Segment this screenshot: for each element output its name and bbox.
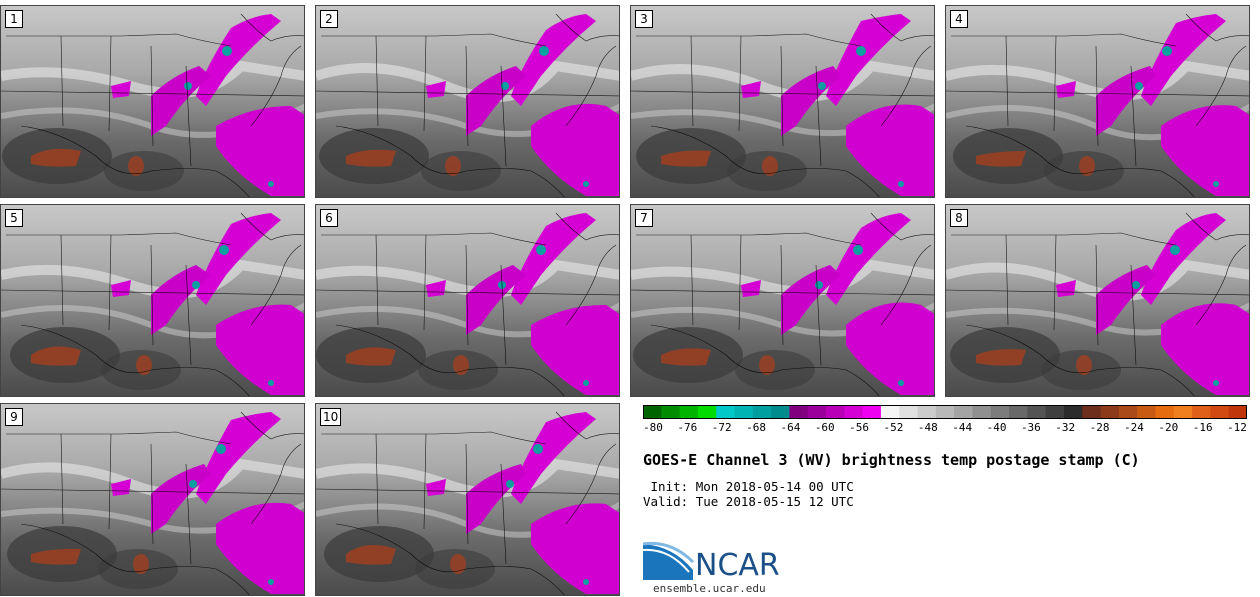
init-line: Init: Mon 2018-05-14 00 UTC — [643, 479, 854, 494]
colorbar-tick-label: -64 — [780, 421, 801, 434]
colorbar-tick-label: -44 — [952, 421, 973, 434]
colorbar-segment — [899, 405, 919, 419]
panel-label: 1 — [5, 10, 23, 28]
colorbar-segment — [1100, 405, 1120, 419]
panel-label: 9 — [5, 408, 23, 426]
satellite-map — [631, 6, 934, 197]
init-value: Mon 2018-05-14 00 UTC — [695, 479, 854, 494]
colorbar-tick-label: -60 — [814, 421, 835, 434]
panel-label: 8 — [950, 209, 968, 227]
colorbar-tick-label: -40 — [986, 421, 1007, 434]
satellite-map — [946, 6, 1249, 197]
colorbar-segment — [752, 405, 772, 419]
colorbar-tick-label: -16 — [1192, 421, 1213, 434]
postage-stamp-panel: 2 — [315, 5, 620, 198]
colorbar-segment — [1228, 405, 1247, 419]
figure-title: GOES-E Channel 3 (WV) brightness temp po… — [643, 451, 1140, 469]
colorbar-segment — [1045, 405, 1065, 419]
colorbar-tick-label: -20 — [1158, 421, 1179, 434]
colorbar-segment — [1192, 405, 1211, 419]
colorbar-segment — [1173, 405, 1193, 419]
postage-stamp-panel: 10 — [315, 403, 620, 596]
satellite-map — [316, 404, 619, 595]
colorbar-segment — [990, 405, 1010, 419]
colorbar-segment — [1027, 405, 1047, 419]
colorbar-segment — [1009, 405, 1028, 419]
colorbar-segment — [954, 405, 973, 419]
satellite-map — [316, 6, 619, 197]
satellite-map — [1, 404, 304, 595]
colorbar-tick-label: -52 — [883, 421, 904, 434]
ncar-logo-text: NCAR — [695, 548, 780, 583]
satellite-map — [946, 205, 1249, 396]
colorbar-tick-label: -24 — [1124, 421, 1144, 434]
colorbar-segment — [1118, 405, 1138, 419]
panel-label: 7 — [635, 209, 653, 227]
valid-value: Tue 2018-05-15 12 UTC — [695, 494, 854, 509]
init-label: Init: — [643, 479, 689, 494]
postage-stamp-panel: 5 — [0, 204, 305, 397]
colorbar-segment — [807, 405, 827, 419]
colorbar-segment — [844, 405, 864, 419]
colorbar-segment — [972, 405, 992, 419]
satellite-map — [1, 205, 304, 396]
colorbar-tick-label: -36 — [1020, 421, 1041, 434]
satellite-map — [1, 6, 304, 197]
postage-stamp-panel: 1 — [0, 5, 305, 198]
postage-stamp-panel: 3 — [630, 5, 935, 198]
colorbar-segment — [697, 405, 717, 419]
colorbar-segment — [771, 405, 790, 419]
colorbar-tick-label: -72 — [711, 421, 732, 434]
colorbar-segment — [643, 405, 662, 419]
colorbar-segment — [1210, 405, 1230, 419]
colorbar-segment — [917, 405, 937, 419]
colorbar-segment — [789, 405, 809, 419]
colorbar-tick-label: -48 — [917, 421, 938, 434]
satellite-map — [316, 205, 619, 396]
panel-label: 2 — [320, 10, 338, 28]
postage-stamp-panel: 9 — [0, 403, 305, 596]
colorbar-segment — [734, 405, 754, 419]
satellite-map — [631, 205, 934, 396]
colorbar-segment — [862, 405, 882, 419]
postage-stamp-panel: 7 — [630, 204, 935, 397]
colorbar-tick-label: -28 — [1089, 421, 1110, 434]
panel-label: 3 — [635, 10, 653, 28]
colorbar-segment — [880, 405, 900, 419]
ncar-logo — [643, 541, 695, 580]
panel-label: 4 — [950, 10, 968, 28]
colorbar-tick-label: -80 — [643, 421, 663, 434]
panel-label: 6 — [320, 209, 338, 227]
colorbar-segment — [1155, 405, 1175, 419]
colorbar-ticks: -80 -76 -72 -68 -64 -60 -56 -52 -48 -44 -40 -36 -32-… — [643, 421, 1247, 441]
colorbar-segment — [1063, 405, 1083, 419]
colorbar-segment — [716, 405, 736, 419]
postage-stamp-panel: 6 — [315, 204, 620, 397]
colorbar-tick-label: -12 — [1227, 421, 1247, 434]
colorbar-border — [643, 405, 1247, 419]
colorbar-tick-label: -32 — [1055, 421, 1076, 434]
panel-label: 10 — [320, 408, 342, 426]
panel-label: 5 — [5, 209, 23, 227]
colorbar-segment — [661, 405, 681, 419]
colorbar-segment — [935, 405, 955, 419]
colorbar-tick-label: -76 — [677, 421, 698, 434]
colorbar-segment — [1137, 405, 1156, 419]
valid-line: Valid: Tue 2018-05-15 12 UTC — [643, 494, 854, 509]
logo-url: ensemble.ucar.edu — [653, 582, 766, 595]
colorbar-tick-label: -68 — [746, 421, 766, 434]
colorbar-segment — [679, 405, 699, 419]
colorbar — [643, 405, 1247, 419]
valid-label: Valid: — [643, 494, 689, 509]
colorbar-segment — [1082, 405, 1102, 419]
postage-stamp-panel: 8 — [945, 204, 1250, 397]
postage-stamp-panel: 4 — [945, 5, 1250, 198]
colorbar-tick-label: -56 — [849, 421, 870, 434]
colorbar-segment — [826, 405, 845, 419]
